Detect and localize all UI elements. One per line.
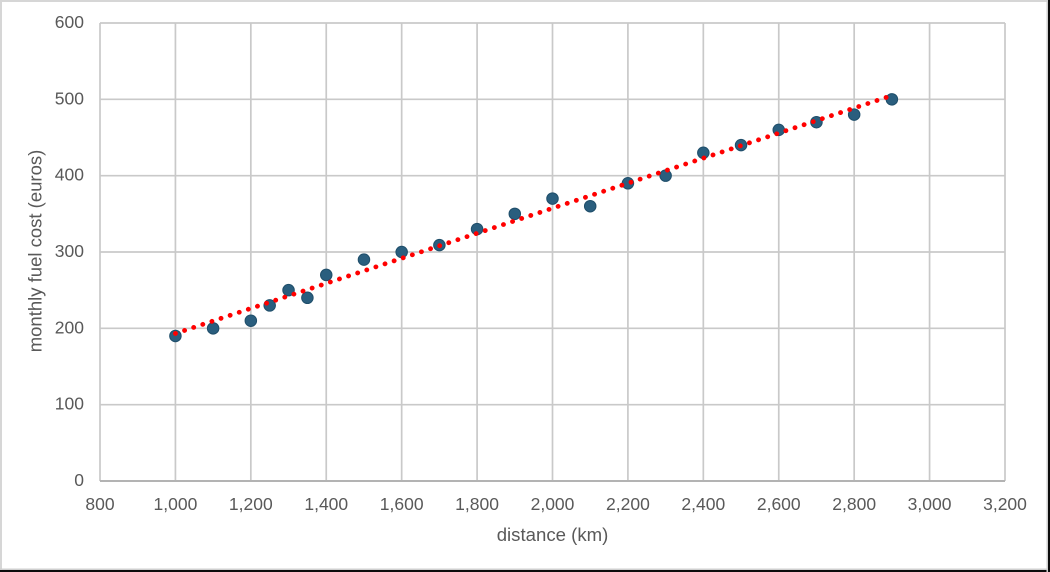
svg-text:0: 0	[74, 470, 84, 490]
svg-text:2,800: 2,800	[832, 494, 876, 514]
svg-text:2,600: 2,600	[757, 494, 801, 514]
svg-text:2,400: 2,400	[681, 494, 725, 514]
svg-text:400: 400	[55, 165, 84, 185]
svg-text:100: 100	[55, 394, 84, 414]
svg-text:300: 300	[55, 241, 84, 261]
svg-text:1,200: 1,200	[229, 494, 273, 514]
svg-text:2,200: 2,200	[606, 494, 650, 514]
svg-text:1,400: 1,400	[304, 494, 348, 514]
svg-text:200: 200	[55, 317, 84, 337]
svg-text:1,600: 1,600	[380, 494, 424, 514]
svg-text:2,000: 2,000	[531, 494, 575, 514]
svg-text:monthly fuel cost (euros): monthly fuel cost (euros)	[25, 150, 46, 353]
svg-text:1,000: 1,000	[154, 494, 198, 514]
svg-text:3,000: 3,000	[908, 494, 952, 514]
svg-text:800: 800	[85, 494, 114, 514]
svg-text:distance (km): distance (km)	[497, 524, 609, 545]
svg-text:3,200: 3,200	[983, 494, 1027, 514]
svg-text:1,800: 1,800	[455, 494, 499, 514]
svg-text:600: 600	[55, 12, 84, 32]
svg-text:500: 500	[55, 88, 84, 108]
